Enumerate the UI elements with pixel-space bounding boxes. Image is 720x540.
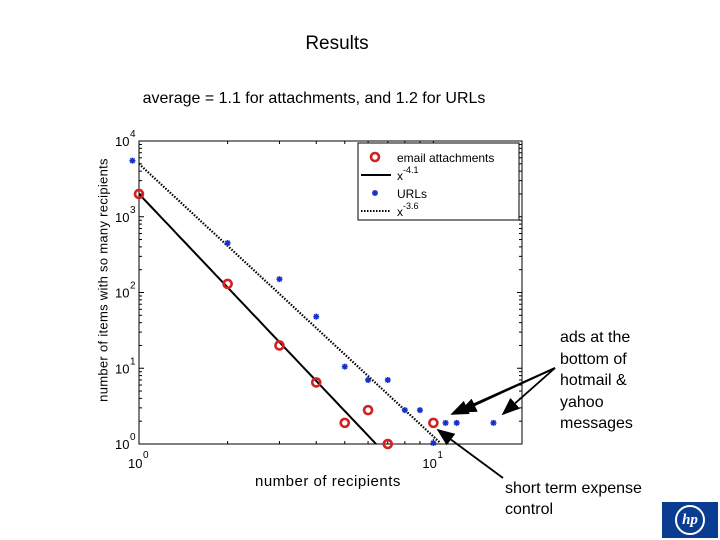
legend-marker-circle: [369, 151, 381, 163]
attachment-point: [310, 377, 322, 388]
url-point: [313, 313, 320, 320]
url-point: [341, 363, 348, 370]
annotation-ads: ads at the bottom of hotmail & yahoo mes…: [560, 329, 633, 432]
attachment-point: [428, 417, 439, 429]
x-axis-label: number of recipients: [255, 473, 401, 490]
arrow-to-expense-point: [436, 428, 504, 479]
fit-line-solid: [139, 193, 378, 444]
x-tick-base: 10: [128, 456, 142, 471]
y-tick-exp: 2: [130, 281, 136, 292]
x-tick-label: 101: [422, 450, 443, 471]
fit-line-dotted: [139, 162, 441, 444]
y-tick-base: 10: [115, 361, 129, 376]
legend-label-sup: -4.1: [403, 165, 419, 175]
y-tick-exp: 3: [130, 205, 136, 216]
data-points: [129, 157, 497, 450]
fit-lines: [139, 162, 441, 444]
url-point: [401, 407, 408, 414]
attachment-point: [339, 417, 351, 429]
url-point: [490, 419, 497, 426]
legend-label: URLs: [397, 187, 427, 201]
legend-entry: email attachments: [369, 151, 494, 165]
y-tick-label: 10 3: [115, 205, 136, 225]
attachment-point: [382, 438, 394, 450]
url-point: [442, 419, 449, 426]
url-point: [416, 407, 423, 414]
y-tick-base: 10: [115, 286, 129, 301]
x-tick-label: 100: [128, 450, 149, 471]
attachment-point: [133, 188, 145, 200]
y-tick-label: 10 4: [115, 129, 136, 149]
url-point: [365, 376, 372, 383]
attachment-point: [362, 404, 374, 416]
x-tick-exp: 1: [437, 450, 443, 461]
legend-entry: URLs: [372, 187, 427, 201]
hp-logo: hp: [662, 502, 718, 538]
y-tick-label: 10 0: [115, 432, 136, 452]
y-tick-base: 10: [115, 134, 129, 149]
url-point: [453, 419, 460, 426]
hp-logo-mark: hp: [675, 505, 705, 535]
annotation-expense: short term expense control: [505, 480, 642, 518]
legend-label: email attachments: [397, 151, 494, 165]
arrow-to-url-outlier-2: [501, 367, 556, 416]
arrow-to-url-outlier-1: [458, 367, 556, 413]
y-tick-base: 10: [115, 437, 129, 452]
y-tick-base: 10: [115, 210, 129, 225]
attachment-point: [222, 278, 233, 290]
url-point: [276, 276, 283, 283]
x-tick-base: 10: [422, 456, 436, 471]
y-tick-label: 10 2: [115, 281, 136, 301]
legend-marker-star: [372, 190, 378, 196]
url-point: [384, 376, 391, 383]
url-point: [224, 240, 231, 247]
legend-label-sup: -3.6: [403, 201, 419, 211]
y-tick-exp: 4: [130, 129, 136, 140]
annotation-arrows: [436, 367, 556, 479]
x-tick-exp: 0: [143, 450, 149, 461]
legend-box: [357, 142, 520, 221]
y-tick-exp: 0: [130, 432, 136, 443]
url-point: [129, 157, 136, 164]
attachment-point: [274, 340, 285, 351]
chart-title: average = 1.1 for attachments, and 1.2 f…: [142, 90, 486, 107]
url-point: [430, 440, 437, 447]
hp-logo-text: hp: [682, 511, 698, 528]
y-tick-exp: 1: [130, 356, 136, 367]
y-tick-label: 10 1: [115, 356, 136, 376]
slide-title: Results: [305, 33, 369, 54]
